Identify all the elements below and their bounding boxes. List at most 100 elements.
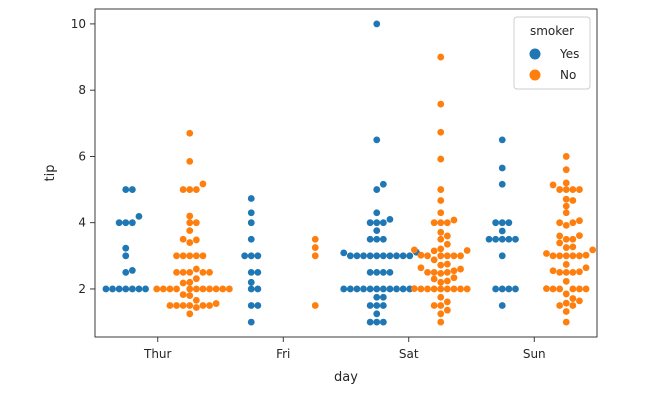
data-point-yes-thur (115, 219, 123, 227)
data-point-no-thur (192, 252, 200, 260)
data-point-no-sat (437, 53, 445, 61)
data-point-yes-sat (373, 293, 381, 301)
data-point-yes-sat (379, 180, 387, 188)
data-point-yes-fri (247, 302, 255, 309)
data-point-yes-sat (366, 285, 374, 293)
data-point-yes-thur (122, 285, 130, 293)
data-point-yes-fri (247, 235, 255, 243)
data-point-yes-fri (247, 219, 255, 227)
data-point-no-sun (569, 219, 577, 227)
data-point-yes-thur (142, 285, 149, 293)
x-axis-label: day (334, 370, 358, 385)
data-point-no-sun (562, 179, 570, 187)
data-point-no-sat (410, 246, 418, 254)
x-tick-label: Sun (523, 347, 546, 361)
data-point-no-sun (569, 186, 577, 193)
data-point-no-thur (186, 285, 194, 293)
data-point-yes-thur (122, 268, 130, 276)
data-point-no-sat (417, 251, 425, 259)
data-point-no-sun (562, 290, 570, 298)
data-point-no-sun (562, 244, 570, 251)
data-points (102, 20, 597, 326)
data-point-no-thur (159, 285, 167, 293)
data-point-yes-sun (492, 219, 500, 227)
data-point-yes-fri (247, 209, 255, 217)
data-point-yes-sat (379, 235, 387, 243)
data-point-yes-fri (247, 318, 255, 326)
data-point-no-sat (430, 219, 438, 227)
data-point-yes-sun (498, 180, 506, 188)
data-point-no-sat (443, 252, 451, 260)
data-point-no-sat (437, 197, 445, 204)
data-point-yes-thur (135, 285, 143, 293)
data-point-no-sat (443, 240, 451, 248)
data-point-no-sat (457, 265, 464, 273)
data-point-no-fri (311, 252, 319, 260)
data-point-yes-sun (498, 164, 506, 172)
data-point-yes-sat (373, 252, 381, 260)
data-point-yes-sat (366, 268, 374, 276)
data-point-no-sun (562, 318, 570, 326)
data-point-yes-sun (505, 235, 513, 243)
data-point-yes-sat (373, 209, 381, 217)
data-point-no-thur (186, 278, 194, 286)
data-point-yes-fri (254, 252, 262, 260)
data-point-no-sat (417, 264, 425, 272)
data-point-no-sun (556, 268, 564, 276)
data-point-no-thur (179, 186, 187, 193)
data-point-yes-sat (373, 186, 381, 193)
data-point-no-sat (463, 285, 471, 293)
data-point-yes-fri (247, 285, 255, 293)
data-point-no-thur (179, 268, 187, 276)
data-point-no-sat (437, 209, 445, 217)
data-point-no-sat (443, 277, 451, 285)
data-point-no-sun (562, 209, 570, 217)
data-point-yes-thur (115, 285, 123, 293)
data-point-no-sat (443, 306, 451, 314)
data-point-yes-fri (247, 268, 255, 276)
data-point-no-thur (192, 285, 200, 293)
data-point-no-thur (186, 239, 194, 246)
data-point-no-thur (192, 296, 200, 304)
data-point-no-thur (219, 285, 227, 293)
data-point-no-sun (556, 219, 564, 227)
data-point-yes-sat (399, 252, 407, 260)
data-point-no-sun (562, 277, 570, 285)
data-point-yes-thur (102, 285, 110, 293)
data-point-no-sun (576, 297, 583, 305)
data-point-yes-thur (109, 285, 116, 293)
data-point-no-sat (437, 293, 445, 301)
data-point-no-sat (437, 186, 445, 193)
data-point-no-sun (569, 295, 577, 302)
data-point-yes-sun (512, 235, 519, 243)
data-point-no-thur (173, 252, 180, 260)
data-point-no-sun (576, 217, 583, 225)
data-point-no-sun (562, 268, 570, 276)
data-point-no-sat (457, 252, 464, 260)
data-point-no-sun (576, 252, 583, 260)
data-point-no-sat (463, 247, 471, 254)
data-point-no-sun (556, 186, 564, 193)
data-point-yes-sun (492, 235, 500, 243)
data-point-no-sun (543, 250, 550, 257)
data-point-no-sat (410, 285, 418, 293)
data-point-no-fri (311, 235, 319, 243)
data-point-no-sat (437, 100, 445, 108)
data-point-no-sat (450, 252, 458, 260)
data-point-yes-fri (254, 285, 262, 293)
data-point-yes-sat (379, 318, 387, 326)
data-point-no-sun (556, 285, 564, 293)
data-point-no-sun (562, 153, 570, 160)
data-point-yes-sat (399, 285, 407, 293)
data-point-no-sat (437, 228, 445, 236)
data-point-yes-sat (366, 252, 374, 260)
data-point-no-sun (569, 268, 577, 276)
data-point-no-thur (186, 158, 194, 165)
data-point-no-thur (192, 236, 200, 244)
y-tick-label: 2 (78, 282, 86, 296)
data-point-no-sat (424, 252, 431, 260)
data-point-no-sat (437, 245, 445, 253)
data-point-no-sun (562, 308, 570, 315)
data-point-no-sun (562, 202, 570, 210)
data-point-no-thur (179, 252, 187, 260)
